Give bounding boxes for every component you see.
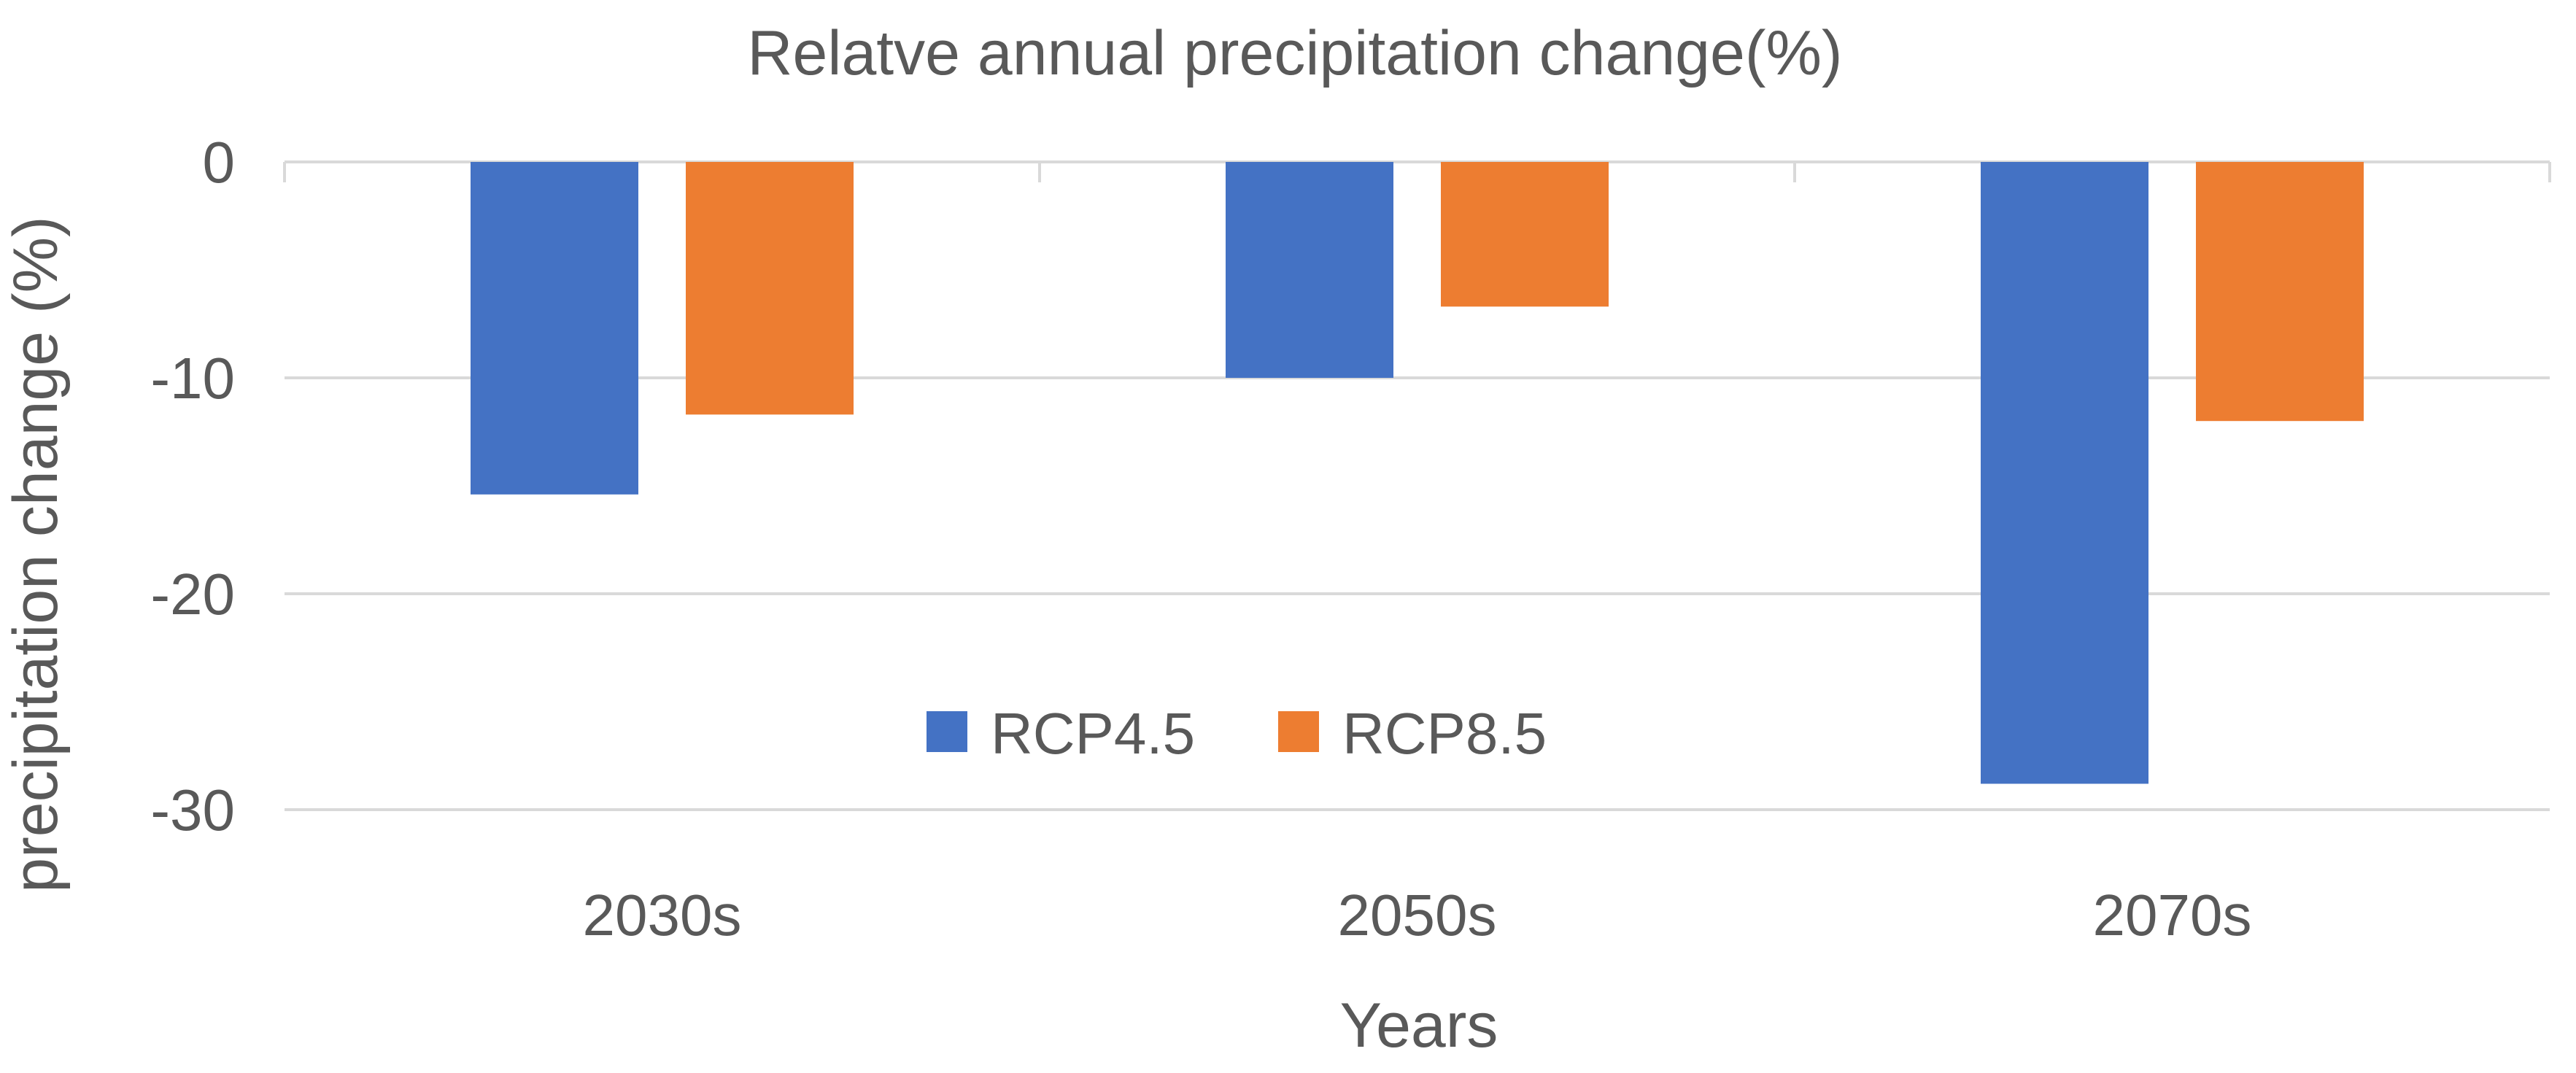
legend-label-rcp85: RCP8.5	[1342, 701, 1547, 766]
bar-rcp85-2050s	[1441, 162, 1609, 307]
legend-swatch-rcp85	[1278, 711, 1319, 752]
bar-rcp45-2030s	[471, 162, 638, 495]
category-labels: 2030s 2050s 2070s	[583, 883, 2252, 948]
y-axis-title: precipitation change (%)	[1, 216, 71, 892]
x-axis-title: Years	[1340, 991, 1498, 1061]
gridlines	[283, 160, 2551, 811]
bar-rcp45-2070s	[1981, 162, 2148, 784]
category-label-2050s: 2050s	[1338, 883, 1497, 948]
bar-rcp85-2030s	[686, 162, 854, 415]
bar-rcp45-2050s	[1226, 162, 1393, 378]
y-tick-label: -20	[150, 562, 235, 627]
y-tick-label: -30	[150, 778, 235, 842]
category-label-2070s: 2070s	[2093, 883, 2252, 948]
legend: RCP4.5 RCP8.5	[927, 701, 1547, 766]
legend-label-rcp45: RCP4.5	[991, 701, 1195, 766]
legend-swatch-rcp45	[927, 711, 967, 752]
y-tick-label: 0	[203, 130, 236, 195]
y-tick-label: -10	[150, 346, 235, 411]
bars	[471, 162, 2364, 784]
chart-title: Relatve annual precipitation change(%)	[747, 18, 1842, 88]
category-label-2030s: 2030s	[583, 883, 742, 948]
y-tick-labels: 0 -10 -20 -30	[150, 130, 235, 842]
bar-rcp85-2070s	[2196, 162, 2364, 422]
